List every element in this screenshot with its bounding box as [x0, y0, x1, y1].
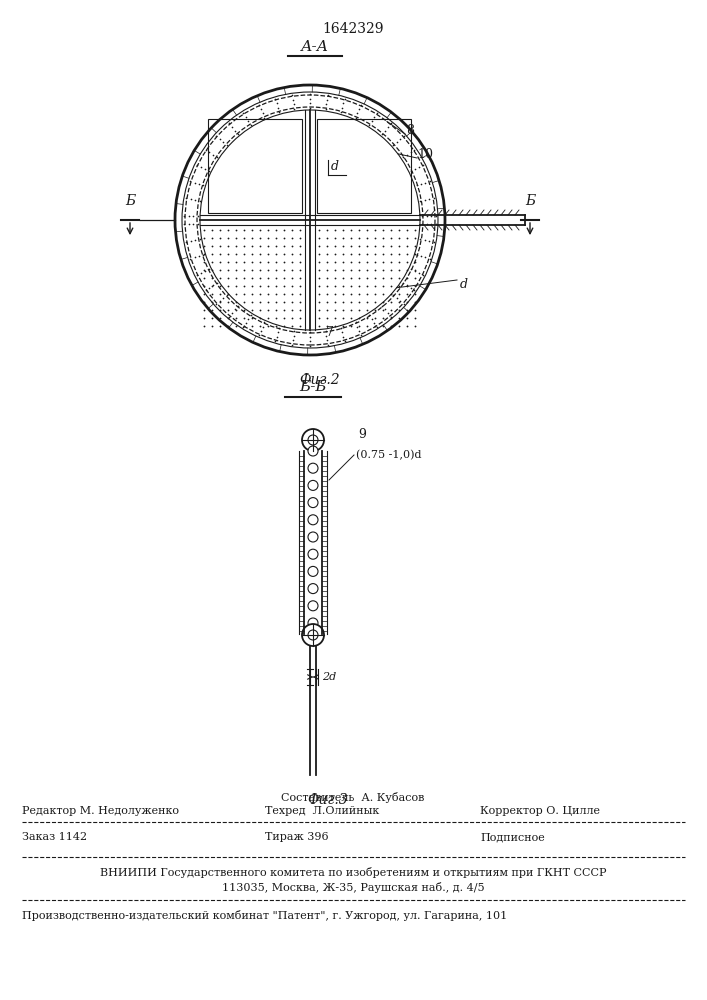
Text: Производственно-издательский комбинат "Патент", г. Ужгород, ул. Гагарина, 101: Производственно-издательский комбинат "П… — [22, 910, 507, 921]
Text: 10: 10 — [417, 148, 433, 161]
Circle shape — [308, 618, 318, 628]
Bar — [208, 119, 302, 213]
Circle shape — [308, 463, 318, 473]
Circle shape — [308, 498, 318, 508]
Text: d: d — [331, 160, 339, 173]
Text: Б: Б — [525, 194, 535, 208]
Text: Фиг.3: Фиг.3 — [308, 793, 349, 807]
Text: 2d: 2d — [322, 672, 337, 682]
Text: Б: Б — [125, 194, 135, 208]
Text: 1642329: 1642329 — [322, 22, 384, 36]
Circle shape — [308, 566, 318, 576]
Text: Б-Б: Б-Б — [299, 380, 327, 394]
Text: Корректор О. Цилле: Корректор О. Цилле — [480, 806, 600, 816]
Circle shape — [308, 584, 318, 594]
Circle shape — [308, 515, 318, 525]
Text: А-А: А-А — [301, 40, 329, 54]
Text: Фиг.2: Фиг.2 — [300, 373, 340, 387]
Text: 9: 9 — [358, 428, 366, 442]
Text: Редактор М. Недолуженко: Редактор М. Недолуженко — [22, 806, 179, 816]
Text: (0.75 -1,0)d: (0.75 -1,0)d — [356, 450, 421, 460]
Text: Тираж 396: Тираж 396 — [265, 832, 329, 842]
Circle shape — [308, 532, 318, 542]
Text: Заказ 1142: Заказ 1142 — [22, 832, 87, 842]
Text: d: d — [460, 278, 468, 292]
Text: Техред  Л.Олийнык: Техред Л.Олийнык — [265, 806, 379, 816]
Circle shape — [308, 480, 318, 490]
Text: ВНИИПИ Государственного комитета по изобретениям и открытиям при ГКНТ СССР: ВНИИПИ Государственного комитета по изоб… — [100, 867, 606, 878]
Circle shape — [308, 601, 318, 611]
Text: Составитель  А. Кубасов: Составитель А. Кубасов — [281, 792, 425, 803]
Bar — [317, 119, 411, 213]
Text: 7: 7 — [326, 326, 334, 340]
Text: 8: 8 — [406, 123, 414, 136]
Circle shape — [308, 446, 318, 456]
Text: 113035, Москва, Ж-35, Раушская наб., д. 4/5: 113035, Москва, Ж-35, Раушская наб., д. … — [222, 882, 484, 893]
Circle shape — [308, 549, 318, 559]
Circle shape — [302, 624, 324, 646]
Text: Подписное: Подписное — [480, 832, 545, 842]
